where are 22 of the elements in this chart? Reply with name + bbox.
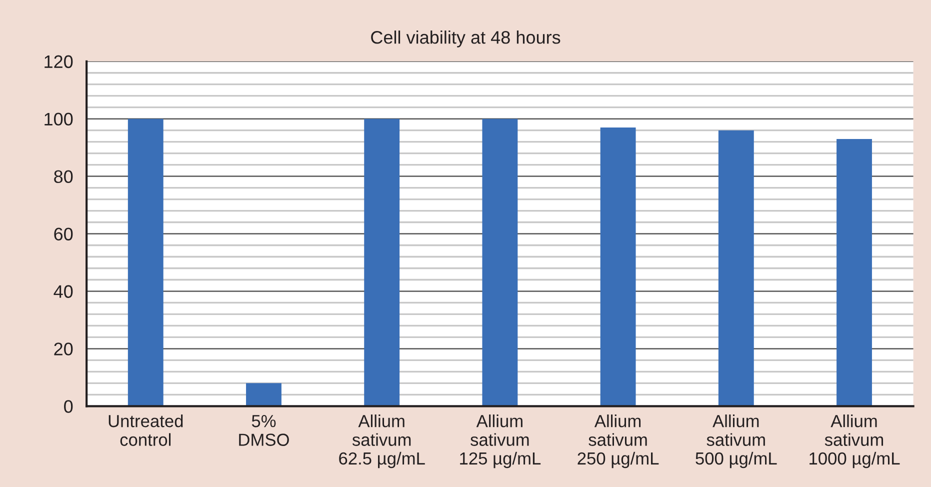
bar (482, 118, 518, 406)
chart-title: Cell viability at 48 hours (371, 30, 560, 48)
y-tick-label: 120 (44, 55, 73, 68)
x-tick-label: Allium sativum 125 µg/mL (460, 414, 541, 468)
y-tick-label: 80 (54, 170, 73, 184)
y-tick-label: 100 (44, 112, 73, 126)
x-tick-label: 5% DMSO (239, 415, 289, 446)
x-tick-label: Allium sativum 500 µg/mL (696, 414, 777, 468)
y-tick-label: 60 (54, 228, 73, 240)
y-tick-label: 0 (64, 400, 73, 413)
bar (836, 138, 872, 406)
bar (246, 383, 282, 406)
x-tick-label: Allium sativum 1000 µg/mL (810, 414, 900, 468)
x-tick-label: Allium sativum 62.5 µg/mL (339, 414, 425, 468)
bar (128, 118, 164, 406)
bar (600, 127, 636, 406)
bar (718, 130, 754, 406)
bar (364, 118, 400, 406)
x-tick-label: Untreated control (108, 414, 183, 446)
y-tick-label: 20 (54, 342, 73, 356)
y-tick-label: 40 (54, 285, 73, 298)
x-tick-label: Allium sativum 250 µg/mL (578, 414, 659, 468)
